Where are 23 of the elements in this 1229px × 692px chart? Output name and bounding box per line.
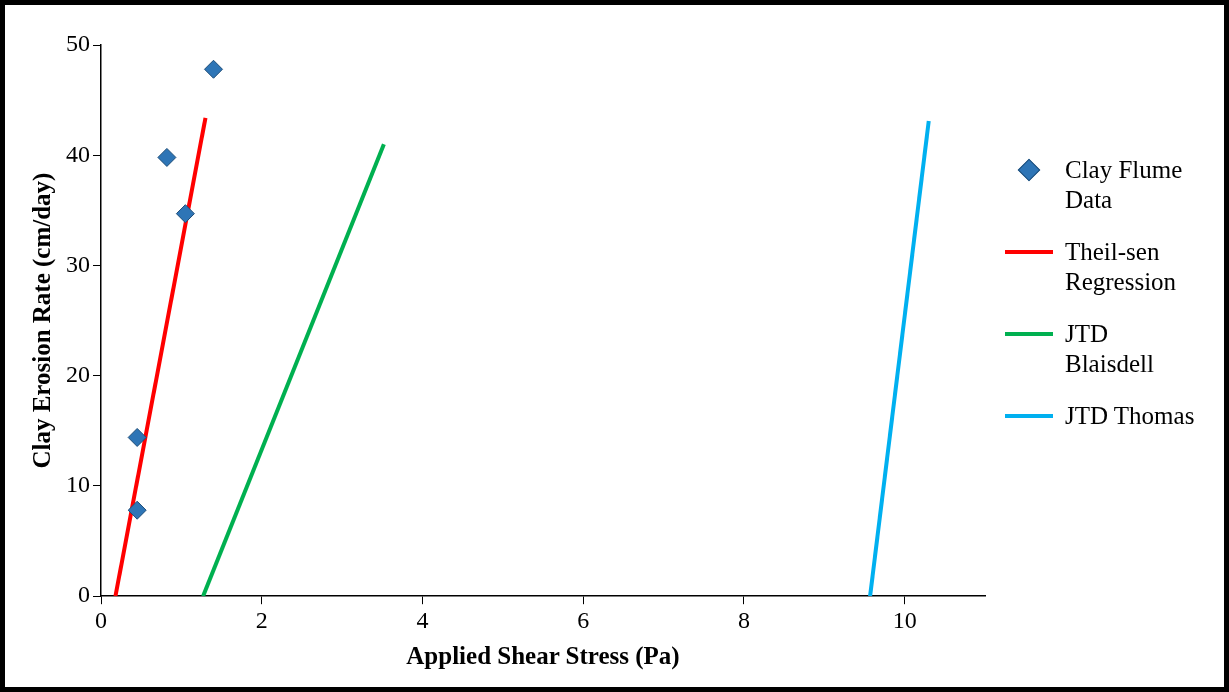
legend-label: Theil-sen Regression <box>1065 237 1178 297</box>
x-tick-label: 10 <box>892 606 917 633</box>
x-tick-label: 4 <box>416 606 429 633</box>
y-axis-title: Clay Erosion Rate (cm/day) <box>28 172 57 469</box>
legend-label: Clay Flume Data <box>1065 155 1184 215</box>
x-axis-title: Applied Shear Stress (Pa) <box>406 642 680 671</box>
legend-label: JTD Blaisdell <box>1065 319 1155 379</box>
y-tick-label: 0 <box>78 581 90 608</box>
point <box>127 427 147 447</box>
point <box>175 204 195 224</box>
y-tick-label: 50 <box>66 30 90 57</box>
y-tick-label: 40 <box>66 140 90 167</box>
y-tick-label: 30 <box>66 250 90 277</box>
x-tick-label: 0 <box>95 606 107 633</box>
point <box>204 59 224 79</box>
x-tick-label: 8 <box>737 606 750 633</box>
legend-label: JTD Thomas <box>1065 401 1196 431</box>
y-tick-label: 10 <box>66 471 90 498</box>
x-tick-label: 2 <box>255 606 268 633</box>
x-tick-label: 6 <box>577 606 590 633</box>
y-tick-label: 20 <box>66 361 90 388</box>
point <box>127 500 147 520</box>
point <box>157 147 177 167</box>
